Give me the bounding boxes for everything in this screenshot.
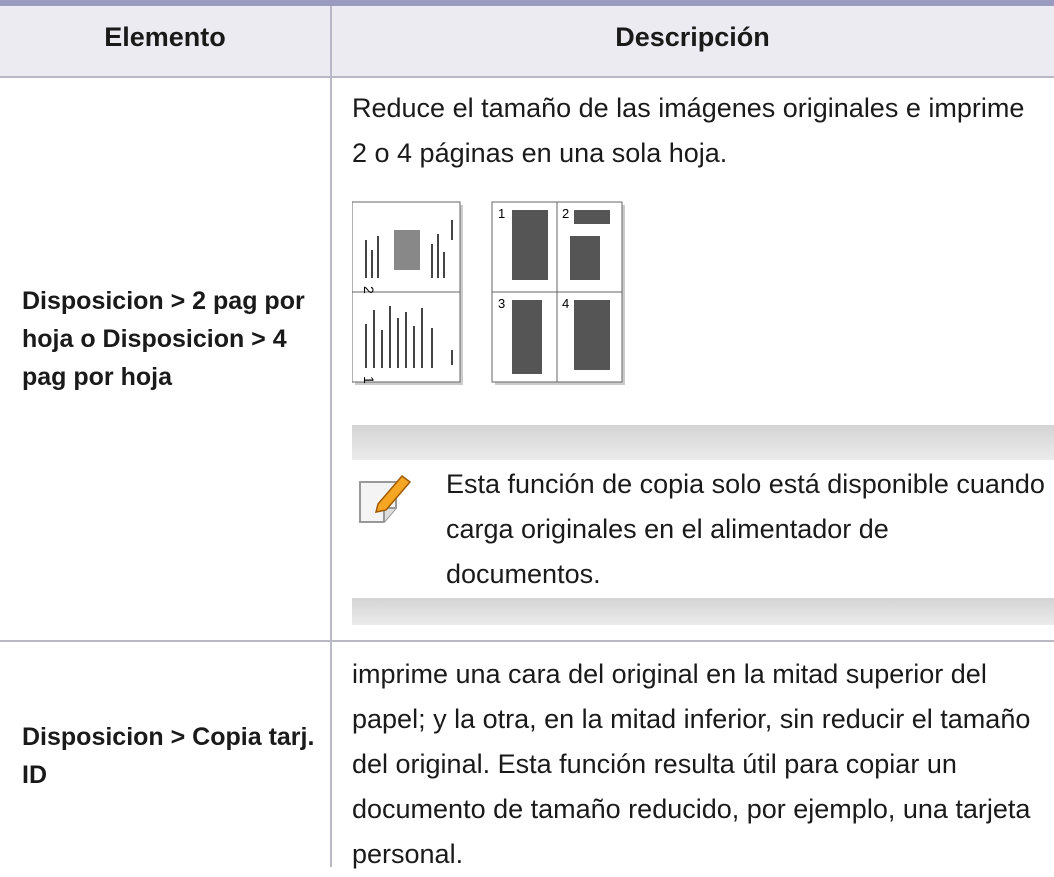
item: Disposicion > Copia tarj. ID bbox=[22, 723, 315, 789]
note-bar bbox=[352, 598, 1054, 625]
row-rule bbox=[0, 640, 1054, 642]
description: Reduce el tamaño de las imágenes origina… bbox=[352, 93, 1025, 168]
header-cell: Descripción bbox=[615, 22, 770, 52]
top-rule bbox=[0, 0, 1054, 6]
page-number: 2 bbox=[361, 286, 377, 294]
note-bar bbox=[352, 425, 1054, 460]
item: Disposicion > 2 pag por hoja o Disposici… bbox=[22, 287, 305, 391]
column-rule bbox=[330, 6, 332, 867]
description: imprime una cara del original en la mita… bbox=[352, 659, 1031, 869]
page-number: 1 bbox=[498, 206, 505, 221]
row-rule bbox=[0, 76, 1054, 78]
page-number: 3 bbox=[498, 296, 505, 311]
page-number: 4 bbox=[562, 296, 569, 311]
note-icon bbox=[359, 474, 412, 523]
header-cell: Elemento bbox=[104, 22, 226, 52]
page-number: 2 bbox=[562, 206, 569, 221]
note: Esta función de copia solo está disponib… bbox=[446, 469, 1045, 589]
header-bg bbox=[0, 6, 1054, 76]
layout-figure: 2 1 1 2 3 4 bbox=[352, 201, 625, 385]
page-number: 1 bbox=[361, 376, 377, 384]
